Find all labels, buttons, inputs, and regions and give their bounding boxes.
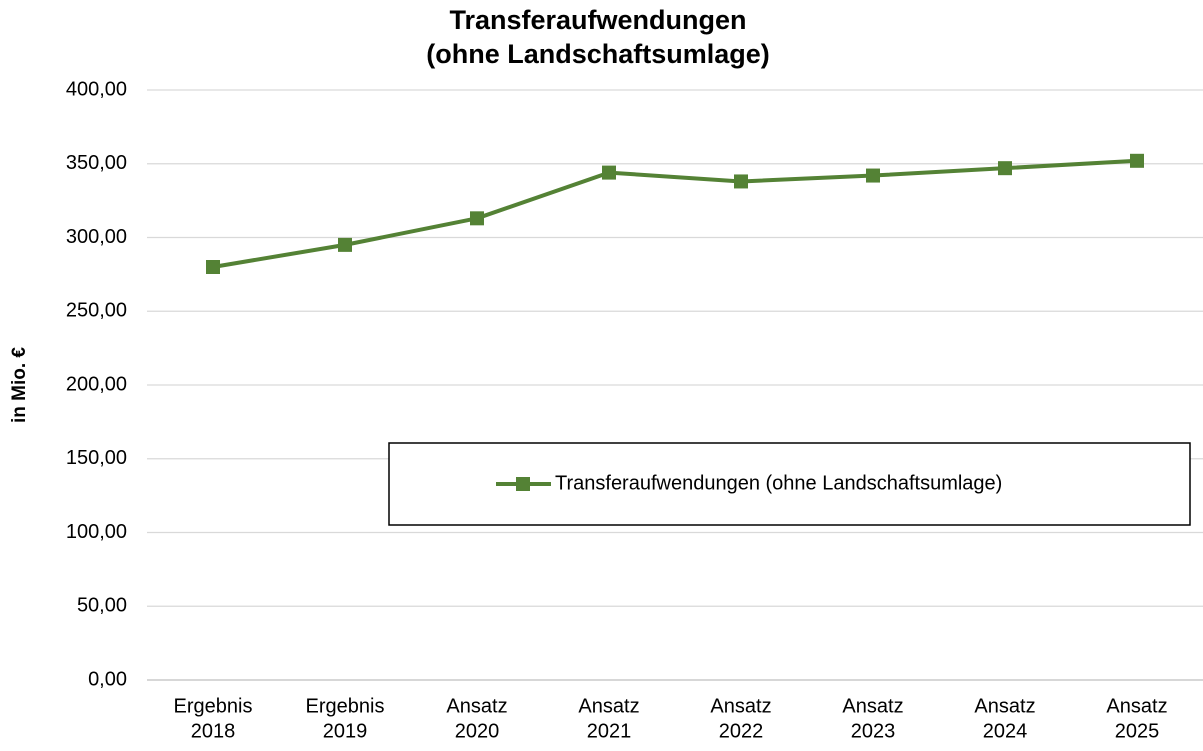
- x-tick-label: 2018: [191, 720, 236, 742]
- marker: [206, 260, 220, 274]
- x-tick-label: 2025: [1115, 720, 1160, 742]
- y-tick-label: 150,00: [66, 447, 127, 469]
- marker: [998, 161, 1012, 176]
- y-tick-label: 0,00: [88, 668, 127, 690]
- x-tick-label: 2022: [719, 720, 764, 742]
- marker: [866, 168, 880, 183]
- marker: [338, 237, 352, 252]
- x-tick-label: Ansatz: [1106, 695, 1167, 717]
- marker: [734, 174, 748, 189]
- x-tick-label: Ansatz: [578, 695, 639, 717]
- x-tick-label: 2021: [587, 720, 632, 742]
- legend-marker: [516, 477, 530, 491]
- x-tick-label: 2023: [851, 720, 896, 742]
- x-tick-label: 2024: [983, 720, 1028, 742]
- y-tick-label: 350,00: [66, 152, 127, 174]
- x-tick-label: 2019: [323, 720, 368, 742]
- x-tick-label: Ansatz: [710, 695, 771, 717]
- series-line: [212, 158, 1138, 269]
- x-tick-label: Ergebnis: [306, 695, 385, 717]
- y-tick-label: 50,00: [77, 595, 127, 617]
- y-tick-label: 300,00: [66, 226, 127, 248]
- marker: [602, 165, 616, 180]
- chart-title: Transferaufwendungen: [449, 5, 746, 35]
- marker: [1130, 153, 1144, 168]
- y-tick-label: 100,00: [66, 521, 127, 543]
- y-tick-label: 200,00: [66, 373, 127, 395]
- legend-box: [388, 442, 1191, 526]
- x-tick-label: Ergebnis: [174, 695, 253, 717]
- y-tick-label: 400,00: [66, 78, 127, 100]
- x-tick-label: 2020: [455, 720, 500, 742]
- x-tick-label: Ansatz: [446, 695, 507, 717]
- chart-title: (ohne Landschaftsumlage): [426, 39, 770, 69]
- y-tick-label: 250,00: [66, 300, 127, 322]
- x-tick-label: Ansatz: [842, 695, 903, 717]
- y-axis-label: in Mio. €: [9, 347, 30, 423]
- legend-label: Transferaufwendungen (ohne Landschaftsum…: [555, 472, 1002, 494]
- marker: [470, 211, 484, 226]
- x-tick-label: Ansatz: [974, 695, 1035, 717]
